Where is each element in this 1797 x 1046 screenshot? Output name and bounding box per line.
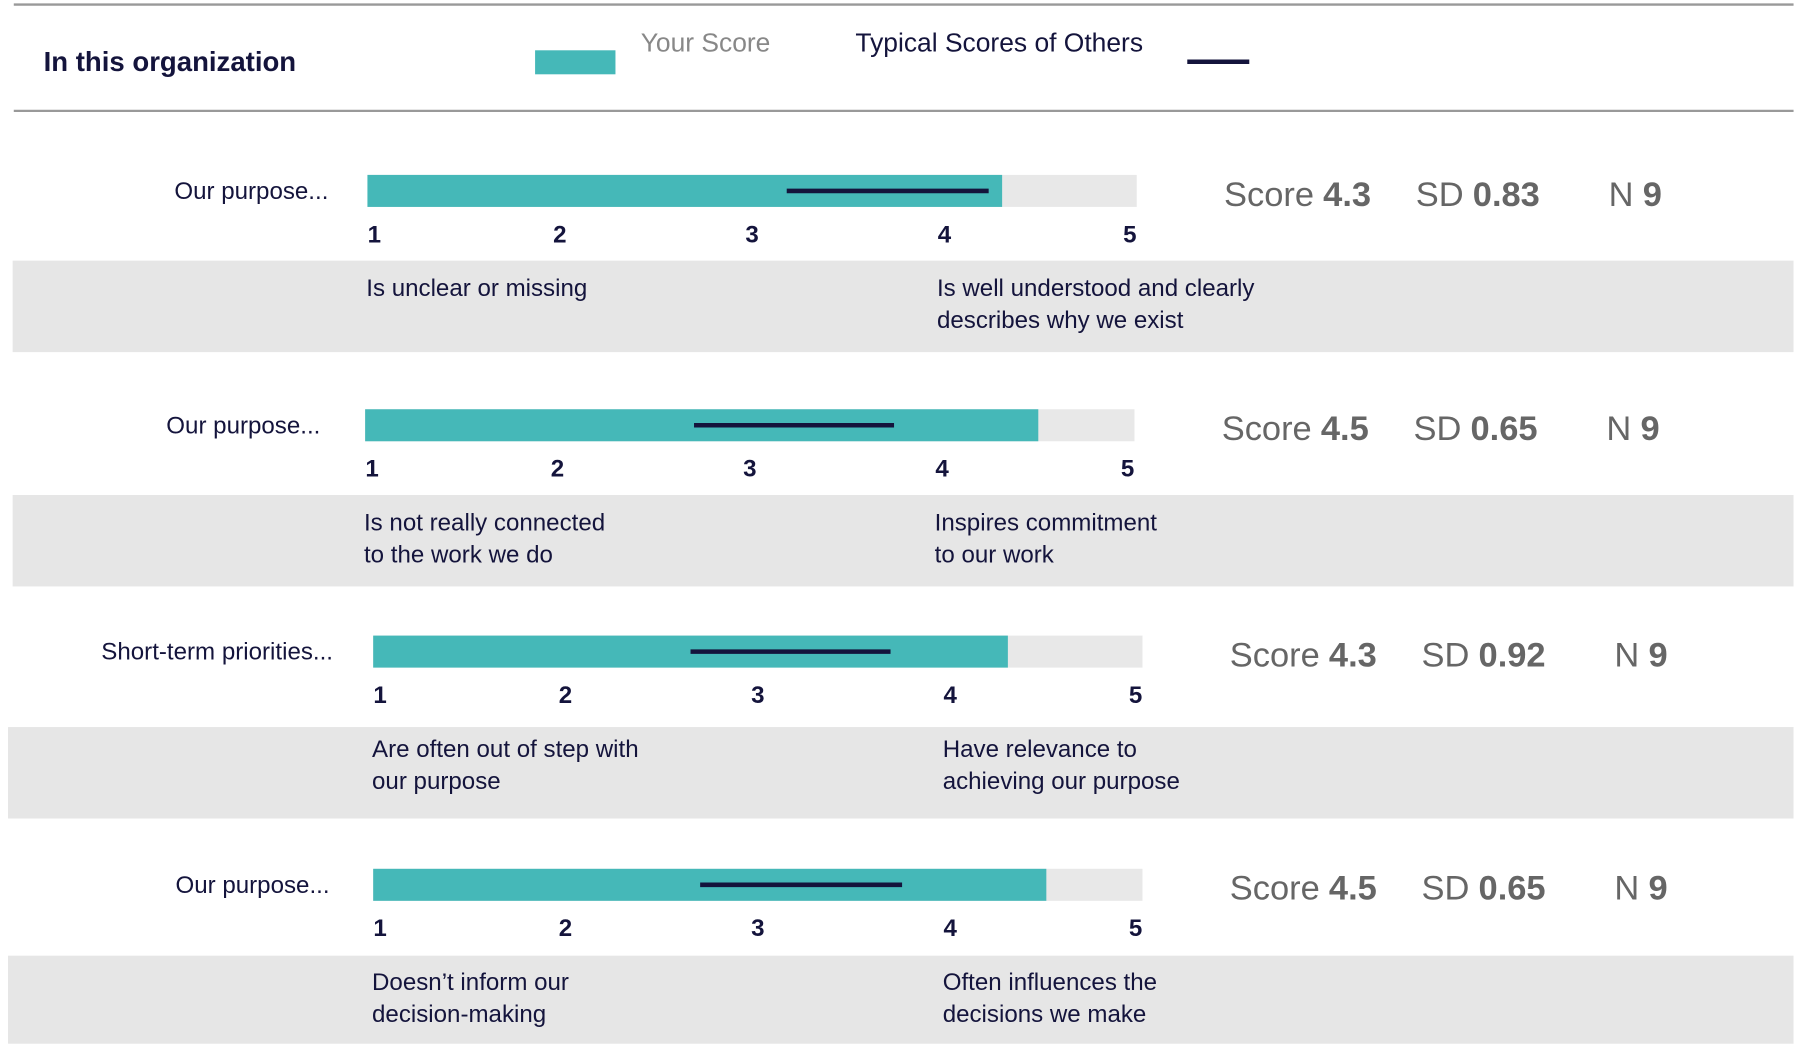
stat-label: Score [1222, 410, 1312, 448]
descriptor-band [8, 955, 1794, 1044]
stat-value: 4.3 [1329, 637, 1377, 675]
stat-label: Score [1230, 870, 1320, 908]
scale-tick-label: 5 [1129, 682, 1142, 709]
stat-value: 4.5 [1329, 870, 1377, 908]
scale-tick-label: 2 [551, 456, 564, 483]
low-descriptor: Is not really connected [364, 509, 605, 536]
scale-tick-label: 4 [943, 915, 957, 942]
scale-tick-label: 2 [553, 221, 566, 248]
descriptor-band [8, 727, 1794, 819]
scale-tick-label: 3 [751, 682, 764, 709]
stat-value: 4.3 [1323, 176, 1371, 214]
stat-label: Score [1230, 637, 1320, 675]
descriptor-band [12, 260, 1794, 353]
item-label: Our purpose... [175, 872, 329, 899]
item-label: Our purpose... [166, 412, 320, 439]
title: In this organization [44, 46, 296, 77]
scale-tick-label: 3 [743, 456, 756, 483]
stat-label: SD [1422, 637, 1470, 675]
legend-label: Your Score [641, 27, 771, 57]
stats: Score 4.3 SD 0.83 N 9 [1224, 176, 1662, 214]
stat-value: 4.5 [1321, 410, 1369, 448]
high-descriptor: describes why we exist [937, 307, 1184, 334]
scale-tick-label: 1 [365, 456, 378, 483]
scale-tick-label: 4 [938, 221, 952, 248]
stat-value: 9 [1640, 410, 1659, 448]
stat-label: N [1614, 637, 1639, 675]
stat-label: SD [1422, 870, 1470, 908]
low-descriptor: Doesn’t inform our [372, 969, 569, 996]
item-label: Short-term priorities... [101, 639, 333, 666]
low-descriptor: our purpose [372, 768, 501, 795]
stat-value: 0.65 [1471, 410, 1538, 448]
stats: Score 4.5 SD 0.65 N 9 [1230, 870, 1668, 908]
scale-tick-label: 1 [368, 221, 381, 248]
low-descriptor: Is unclear or missing [366, 275, 587, 302]
scale-tick-label: 5 [1129, 915, 1142, 942]
scale-tick-label: 3 [745, 221, 758, 248]
low-descriptor: Are often out of step with [372, 736, 639, 763]
scale-tick-label: 2 [559, 682, 572, 709]
stats: Score 4.3 SD 0.92 N 9 [1230, 637, 1668, 675]
legend-swatch [535, 50, 616, 75]
item-label: Our purpose... [174, 178, 328, 205]
stat-label: SD [1416, 176, 1464, 214]
stat-value: 0.65 [1479, 870, 1546, 908]
scale-tick-label: 4 [935, 456, 949, 483]
legend-label: Typical Scores of Others [855, 27, 1143, 57]
high-descriptor: decisions we make [943, 1001, 1147, 1028]
descriptor-band [12, 494, 1794, 587]
high-descriptor: Inspires commitment [935, 509, 1158, 536]
stat-label: Score [1224, 176, 1314, 214]
stat-value: 0.83 [1473, 176, 1540, 214]
scale-tick-label: 3 [751, 915, 764, 942]
scale-tick-label: 1 [373, 915, 386, 942]
low-descriptor: decision-making [372, 1001, 546, 1028]
high-descriptor: Have relevance to [943, 736, 1137, 763]
stat-value: 0.92 [1479, 637, 1546, 675]
high-descriptor: Is well understood and clearly [937, 275, 1254, 302]
high-descriptor: Often influences the [943, 969, 1157, 996]
scale-tick-label: 5 [1123, 221, 1136, 248]
stat-value: 9 [1648, 870, 1667, 908]
stat-value: 9 [1643, 176, 1662, 214]
low-descriptor: to the work we do [364, 541, 553, 568]
high-descriptor: to our work [935, 541, 1055, 568]
stat-label: N [1609, 176, 1634, 214]
stat-label: N [1614, 870, 1639, 908]
scale-tick-label: 4 [943, 682, 957, 709]
stat-label: SD [1413, 410, 1461, 448]
stat-label: N [1606, 410, 1631, 448]
scale-tick-label: 1 [373, 682, 386, 709]
high-descriptor: achieving our purpose [943, 768, 1180, 795]
stats: Score 4.5 SD 0.65 N 9 [1222, 410, 1660, 448]
scale-tick-label: 5 [1121, 456, 1134, 483]
scale-tick-label: 2 [559, 915, 572, 942]
stat-value: 9 [1648, 637, 1667, 675]
